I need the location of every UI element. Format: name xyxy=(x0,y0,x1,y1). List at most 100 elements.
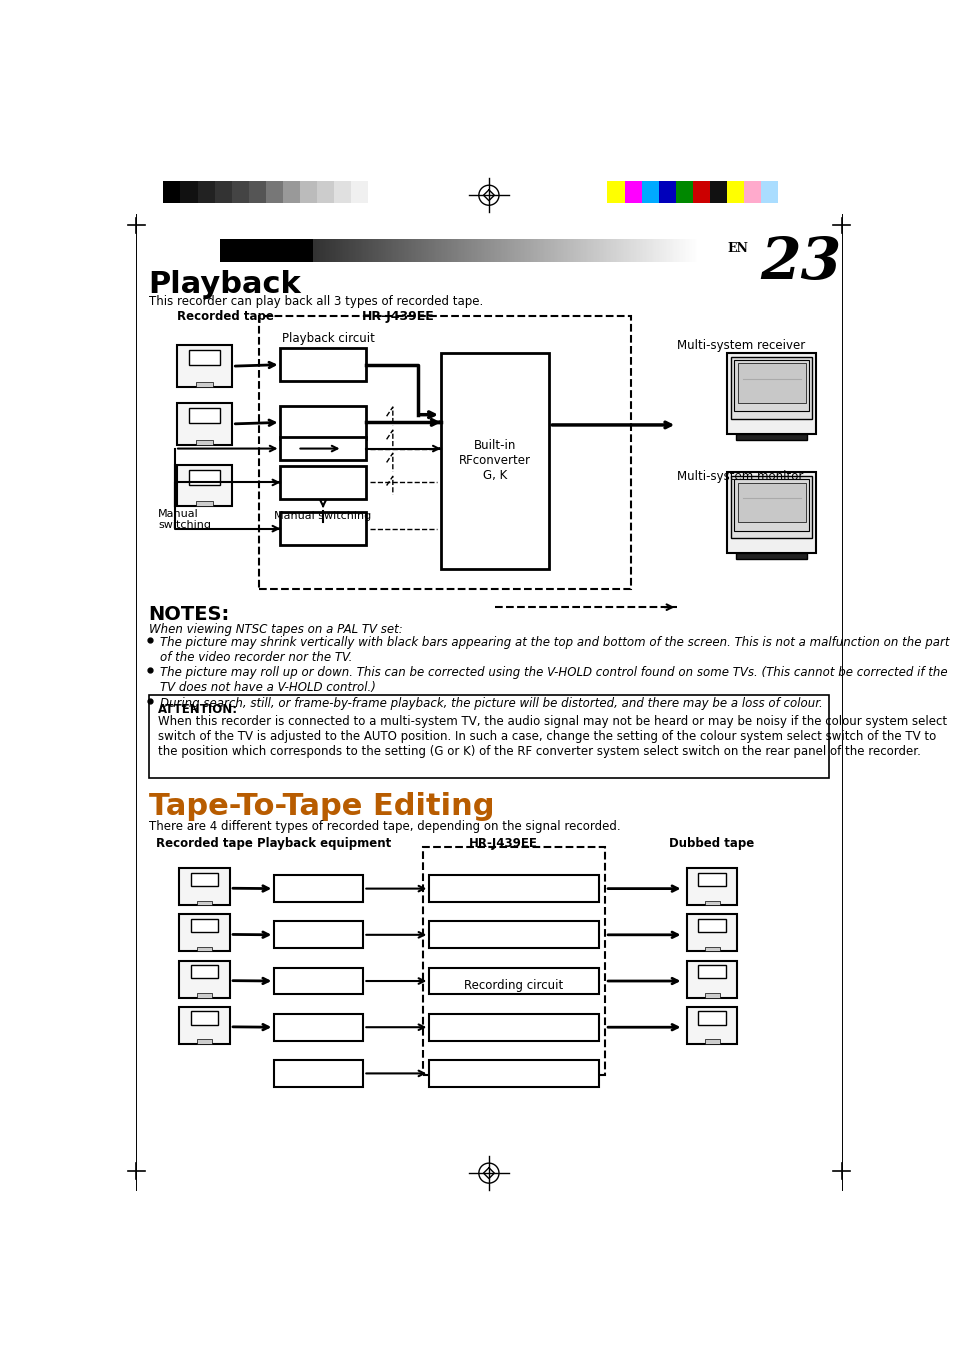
Bar xyxy=(701,239,702,262)
Bar xyxy=(730,476,812,538)
Bar xyxy=(298,239,300,262)
Bar xyxy=(445,239,446,262)
Bar xyxy=(403,239,405,262)
Bar xyxy=(642,239,644,262)
Bar xyxy=(420,239,422,262)
Bar xyxy=(704,947,719,951)
Bar xyxy=(733,239,735,262)
Bar xyxy=(344,239,346,262)
Bar xyxy=(429,921,598,948)
Bar xyxy=(497,239,499,262)
Bar xyxy=(717,239,719,262)
Bar xyxy=(482,239,484,262)
Bar xyxy=(522,239,524,262)
Text: Playback: Playback xyxy=(149,270,301,299)
Text: ATTENTION:: ATTENTION: xyxy=(158,703,238,716)
Bar xyxy=(238,239,240,262)
Bar xyxy=(685,239,687,262)
Bar xyxy=(189,470,219,485)
Bar xyxy=(443,239,445,262)
Bar xyxy=(714,239,716,262)
Bar xyxy=(637,239,639,262)
Bar xyxy=(724,239,726,262)
Bar xyxy=(196,947,212,951)
Bar xyxy=(734,359,808,411)
Bar xyxy=(486,239,488,262)
Bar xyxy=(320,239,322,262)
Bar xyxy=(699,239,700,262)
Bar xyxy=(381,239,383,262)
Bar xyxy=(312,239,314,262)
Bar xyxy=(658,239,659,262)
Bar xyxy=(241,239,243,262)
Bar xyxy=(554,239,556,262)
Bar xyxy=(235,239,237,262)
Bar xyxy=(229,239,231,262)
Text: There are 4 different types of recorded tape, depending on the signal recorded.: There are 4 different types of recorded … xyxy=(149,820,619,832)
Bar xyxy=(535,239,537,262)
Bar xyxy=(557,239,558,262)
Bar xyxy=(361,239,363,262)
Bar xyxy=(658,181,675,203)
Bar xyxy=(594,239,596,262)
Bar xyxy=(603,239,605,262)
Bar xyxy=(351,181,368,203)
Bar xyxy=(696,239,697,262)
Bar xyxy=(469,239,471,262)
Bar xyxy=(698,873,725,886)
Bar xyxy=(710,239,712,262)
Bar xyxy=(649,239,651,262)
Bar xyxy=(686,915,737,951)
Bar xyxy=(595,239,597,262)
Bar xyxy=(221,239,223,262)
Bar xyxy=(284,239,286,262)
Bar xyxy=(415,239,416,262)
Circle shape xyxy=(702,1016,706,1020)
Bar xyxy=(197,181,214,203)
Bar xyxy=(179,869,230,905)
Bar xyxy=(434,239,435,262)
Bar xyxy=(615,239,617,262)
Bar xyxy=(234,239,236,262)
Bar xyxy=(416,239,417,262)
Text: Recording circuit: Recording circuit xyxy=(464,979,563,992)
Bar xyxy=(369,239,371,262)
Bar xyxy=(274,1061,363,1088)
Text: Playback equipment: Playback equipment xyxy=(257,836,392,850)
Bar xyxy=(791,239,793,262)
Bar xyxy=(572,239,574,262)
Bar xyxy=(315,239,317,262)
Bar xyxy=(532,239,534,262)
Bar xyxy=(757,239,759,262)
Bar xyxy=(233,239,234,262)
Bar xyxy=(425,239,426,262)
Bar xyxy=(324,239,326,262)
Bar xyxy=(777,239,779,262)
Text: Manual
switching: Manual switching xyxy=(158,508,211,530)
Bar xyxy=(659,239,661,262)
Text: Recorded tape: Recorded tape xyxy=(156,836,253,850)
Bar xyxy=(611,239,613,262)
Bar xyxy=(671,239,673,262)
Bar xyxy=(189,350,219,365)
Bar xyxy=(686,869,737,905)
Bar xyxy=(597,239,598,262)
Bar xyxy=(654,239,656,262)
Bar xyxy=(179,915,230,951)
Bar xyxy=(452,239,454,262)
Bar xyxy=(316,181,334,203)
Bar xyxy=(618,239,619,262)
Bar xyxy=(697,239,699,262)
Bar xyxy=(771,239,773,262)
Bar xyxy=(790,239,792,262)
Bar xyxy=(665,239,667,262)
Bar xyxy=(704,1039,719,1044)
Bar xyxy=(375,239,377,262)
Bar xyxy=(525,239,527,262)
Bar xyxy=(196,1039,212,1044)
Bar xyxy=(492,239,494,262)
Bar xyxy=(517,239,519,262)
Bar xyxy=(713,239,715,262)
Bar xyxy=(149,694,828,778)
Bar xyxy=(761,239,763,262)
